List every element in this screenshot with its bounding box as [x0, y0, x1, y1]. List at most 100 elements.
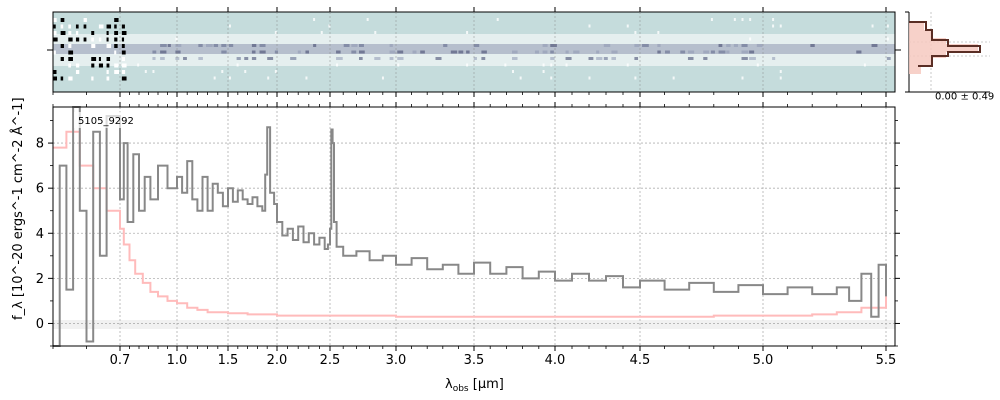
twod-noise-pixel [512, 50, 518, 54]
twod-noise-pixel [106, 76, 110, 81]
twod-noise-pixel [351, 50, 357, 54]
twod-noise-pixel [756, 44, 763, 47]
twod-noise-pixels [53, 18, 891, 81]
twod-spectrum-panel [47, 7, 901, 97]
twod-noise-pixel [779, 24, 782, 28]
twod-noise-pixel [886, 57, 891, 60]
twod-noise-pixel [359, 50, 365, 54]
twod-noise-pixel [741, 50, 749, 54]
twod-noise-pixel [856, 50, 862, 54]
twod-noise-pixel [542, 44, 548, 47]
twod-noise-pixel [183, 57, 187, 60]
twod-noise-pixel [98, 63, 104, 68]
twod-noise-pixel [603, 44, 611, 47]
twod-noise-pixel [718, 44, 723, 47]
twod-noise-pixel [481, 57, 486, 60]
twod-noise-pixel [626, 24, 629, 28]
twod-noise-pixel [657, 50, 661, 54]
twod-noise-pixel [542, 63, 545, 67]
twod-noise-pixel [160, 50, 167, 54]
twod-noise-pixel [397, 50, 404, 54]
twod-noise-pixel [389, 50, 396, 54]
twod-noise-pixel [91, 63, 95, 68]
twod-noise-pixel [91, 76, 94, 81]
twod-noise-pixel [542, 70, 545, 73]
twod-noise-pixel [121, 50, 126, 55]
twod-noise-pixel [53, 37, 58, 42]
twod-noise-pixel [573, 50, 580, 54]
twod-noise-pixel [290, 57, 297, 60]
twod-noise-pixel [435, 57, 442, 60]
twod-noise-pixel [213, 44, 219, 47]
twod-noise-pixel [718, 50, 726, 54]
twod-noise-pixel [106, 57, 111, 61]
twod-noise-pixel [687, 57, 694, 60]
y-ticks: 0 2 4 6 8 [36, 120, 900, 347]
twod-noise-pixel [53, 31, 57, 35]
twod-noise-pixel [121, 44, 125, 48]
twod-noise-pixel [152, 50, 157, 54]
twod-noise-pixel [236, 57, 241, 60]
twod-noise-pixel [687, 50, 695, 54]
twod-noise-pixel [496, 18, 499, 21]
twod-noise-pixel [473, 44, 480, 47]
twod-noise-pixel [726, 50, 730, 54]
twod-noise-pixel [512, 70, 514, 73]
twod-noise-pixel [198, 57, 203, 60]
twod-noise-pixel [53, 70, 57, 74]
twod-noise-pixel [251, 57, 257, 60]
twod-noise-pixel [121, 31, 127, 35]
y-tick-label: 6 [36, 182, 44, 197]
twod-noise-pixel [634, 31, 637, 34]
twod-noise-pixel [749, 37, 752, 41]
profile-line [909, 21, 981, 67]
twod-noise-pixel [274, 70, 277, 73]
twod-noise-pixel [642, 44, 649, 47]
twod-noise-pixel [512, 57, 518, 60]
twod-noise-pixel [871, 24, 874, 28]
twod-noise-pixel [53, 24, 56, 29]
profile-label: 0.00 ± 0.49 [935, 91, 994, 102]
twod-noise-pixel [53, 18, 57, 22]
twod-noise-pixel [603, 57, 608, 60]
twod-noise-pixel [297, 50, 301, 54]
twod-noise-pixel [565, 63, 568, 67]
series-group [53, 106, 887, 347]
twod-noise-pixel [91, 57, 97, 61]
twod-noise-pixel [274, 50, 278, 54]
twod-noise-pixel [114, 63, 119, 68]
twod-noise-pixel [274, 31, 277, 34]
twod-noise-pixel [228, 76, 231, 80]
twod-noise-pixel [550, 50, 554, 54]
twod-noise-pixel [458, 50, 464, 54]
twod-noise-pixel [412, 50, 417, 54]
twod-noise-pixel [596, 57, 603, 60]
twod-noise-pixel [98, 57, 101, 61]
twod-noise-pixel [221, 70, 224, 73]
twod-noise-pixel [313, 18, 316, 21]
twod-noise-pixel [106, 31, 109, 35]
twod-noise-pixel [68, 44, 72, 48]
x-axis-label-unit: [μm] [469, 377, 504, 392]
twod-ticks [47, 7, 901, 97]
twod-noise-pixel [550, 44, 557, 47]
twod-noise-pixel [672, 76, 675, 80]
series-error-line [53, 130, 887, 318]
twod-noise-pixel [336, 57, 343, 60]
twod-noise-pixel [106, 70, 109, 74]
twod-noise-pixel [68, 57, 73, 61]
twod-noise-pixel [114, 24, 117, 29]
x-tick-label: 5.0 [753, 353, 774, 368]
twod-noise-pixel [267, 76, 270, 80]
twod-noise-pixel [114, 31, 119, 35]
twod-noise-pixel [886, 24, 889, 28]
profile-inset: 0.00 ± 0.49 [905, 11, 994, 102]
twod-noise-pixel [626, 63, 629, 67]
twod-noise-pixel [98, 37, 102, 42]
twod-noise-pixel [175, 44, 182, 47]
twod-noise-pixel [359, 57, 363, 60]
twod-noise-pixel [336, 63, 339, 67]
twod-noise-pixel [810, 44, 815, 47]
twod-noise-pixel [634, 44, 640, 47]
x-tick-label: 2.0 [267, 353, 288, 368]
